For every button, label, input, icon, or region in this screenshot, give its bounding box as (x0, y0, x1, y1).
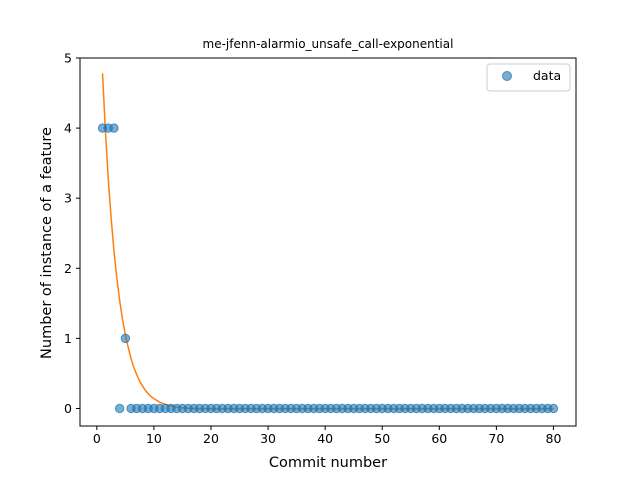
data-point (114, 403, 125, 414)
y-tick-label: 1 (64, 331, 72, 346)
legend: data (486, 63, 571, 92)
data-point (548, 403, 559, 414)
data-point (120, 333, 131, 344)
x-tick-label: 0 (93, 431, 101, 446)
y-tick-label: 2 (64, 261, 72, 276)
x-tick-label: 30 (260, 431, 276, 446)
axes-frame (79, 57, 577, 427)
x-tick-label: 40 (317, 431, 333, 446)
plot-area: 0 10 20 30 40 50 60 70 80 0 1 2 3 4 5 (64, 51, 577, 446)
chart-title: me-jfenn-alarmio_unsafe_call-exponential (203, 37, 454, 51)
y-tick-label: 3 (64, 191, 72, 206)
x-tick-label: 50 (374, 431, 390, 446)
x-tick-label: 10 (146, 431, 162, 446)
y-tick-label: 4 (64, 121, 72, 136)
x-tick-label: 70 (488, 431, 504, 446)
x-tick-label: 80 (546, 431, 562, 446)
legend-frame (486, 63, 571, 92)
x-tick-label: 20 (203, 431, 219, 446)
x-tick-label: 60 (431, 431, 447, 446)
x-axis-label: Commit number (269, 455, 387, 471)
legend-marker (502, 71, 512, 81)
data-point (109, 123, 119, 133)
y-tick-label: 0 (64, 401, 72, 416)
y-axis-label: Number of instance of a feature (39, 127, 55, 359)
y-tick-label: 5 (64, 51, 72, 66)
legend-label: data (533, 68, 561, 83)
